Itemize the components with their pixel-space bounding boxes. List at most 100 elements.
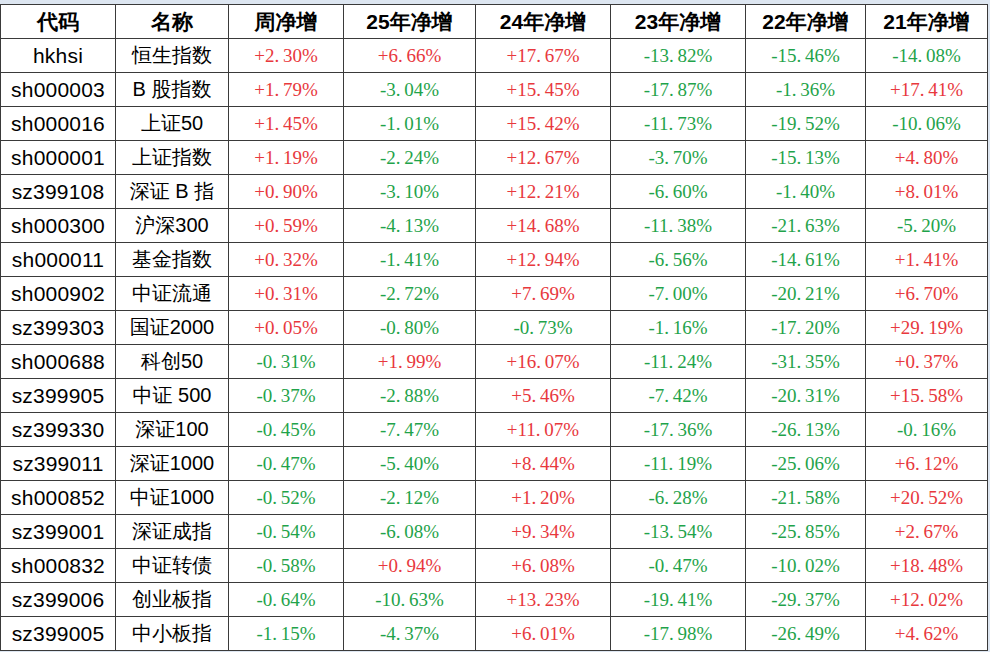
table-row: sz399303国证2000+0. 05%-0. 80%-0. 73%-1. 1… bbox=[1, 311, 988, 345]
column-header-2021-change: 21年净增 bbox=[866, 5, 988, 39]
cell-y22: -26. 49% bbox=[746, 617, 866, 651]
cell-y25: -6. 08% bbox=[344, 515, 476, 549]
cell-y21: +18. 48% bbox=[866, 549, 988, 583]
cell-week: +1. 79% bbox=[229, 73, 344, 107]
column-header-2022-change: 22年净增 bbox=[746, 5, 866, 39]
cell-y21: +2. 67% bbox=[866, 515, 988, 549]
cell-name: 中证流通 bbox=[116, 277, 229, 311]
cell-name: 深证 B 指 bbox=[116, 175, 229, 209]
cell-code: sh000003 bbox=[1, 73, 116, 107]
cell-code: sh000300 bbox=[1, 209, 116, 243]
cell-y23: -6. 28% bbox=[611, 481, 746, 515]
table-row: hkhsi恒生指数+2. 30%+6. 66%+17. 67%-13. 82%-… bbox=[1, 39, 988, 73]
cell-name: 中证转债 bbox=[116, 549, 229, 583]
cell-y21: -5. 20% bbox=[866, 209, 988, 243]
header-row: 代码 名称 周净增 25年净增 24年净增 23年净增 22年净增 21年净增 bbox=[1, 5, 988, 39]
cell-week: +0. 05% bbox=[229, 311, 344, 345]
cell-week: -0. 58% bbox=[229, 549, 344, 583]
spreadsheet-screenshot: 代码 名称 周净增 25年净增 24年净增 23年净增 22年净增 21年净增 … bbox=[0, 0, 990, 652]
cell-y25: -3. 10% bbox=[344, 175, 476, 209]
cell-code: sh000016 bbox=[1, 107, 116, 141]
cell-code: sz399001 bbox=[1, 515, 116, 549]
table-row: sh000011基金指数+0. 32%-1. 41%+12. 94%-6. 56… bbox=[1, 243, 988, 277]
column-header-name: 名称 bbox=[116, 5, 229, 39]
cell-y21: +4. 62% bbox=[866, 617, 988, 651]
cell-code: sh000001 bbox=[1, 141, 116, 175]
cell-y25: -10. 63% bbox=[344, 583, 476, 617]
cell-y22: -21. 58% bbox=[746, 481, 866, 515]
table-row: sh000016上证50+1. 45%-1. 01%+15. 42%-11. 7… bbox=[1, 107, 988, 141]
cell-code: sh000832 bbox=[1, 549, 116, 583]
cell-code: sh000852 bbox=[1, 481, 116, 515]
cell-name: 中证1000 bbox=[116, 481, 229, 515]
cell-y23: -11. 24% bbox=[611, 345, 746, 379]
cell-y22: -1. 40% bbox=[746, 175, 866, 209]
cell-y25: -1. 01% bbox=[344, 107, 476, 141]
column-header-2023-change: 23年净增 bbox=[611, 5, 746, 39]
cell-y21: +6. 70% bbox=[866, 277, 988, 311]
table-row: sh000832中证转债-0. 58%+0. 94%+6. 08%-0. 47%… bbox=[1, 549, 988, 583]
cell-y23: -13. 82% bbox=[611, 39, 746, 73]
cell-name: 深证100 bbox=[116, 413, 229, 447]
cell-y25: -4. 37% bbox=[344, 617, 476, 651]
cell-code: sh000011 bbox=[1, 243, 116, 277]
cell-code: sz399011 bbox=[1, 447, 116, 481]
cell-week: -0. 52% bbox=[229, 481, 344, 515]
cell-y24: +7. 69% bbox=[476, 277, 611, 311]
cell-y24: +15. 42% bbox=[476, 107, 611, 141]
cell-week: +0. 32% bbox=[229, 243, 344, 277]
cell-y25: -4. 13% bbox=[344, 209, 476, 243]
cell-y25: -2. 24% bbox=[344, 141, 476, 175]
cell-week: +2. 30% bbox=[229, 39, 344, 73]
cell-name: 科创50 bbox=[116, 345, 229, 379]
cell-y25: -5. 40% bbox=[344, 447, 476, 481]
table-row: sz399108深证 B 指+0. 90%-3. 10%+12. 21%-6. … bbox=[1, 175, 988, 209]
cell-y21: +15. 58% bbox=[866, 379, 988, 413]
table-row: sz399001深证成指-0. 54%-6. 08%+9. 34%-13. 54… bbox=[1, 515, 988, 549]
cell-week: -0. 37% bbox=[229, 379, 344, 413]
column-header-2024-change: 24年净增 bbox=[476, 5, 611, 39]
cell-code: hkhsi bbox=[1, 39, 116, 73]
column-header-2025-change: 25年净增 bbox=[344, 5, 476, 39]
cell-name: 基金指数 bbox=[116, 243, 229, 277]
cell-y25: -2. 12% bbox=[344, 481, 476, 515]
cell-code: sz399005 bbox=[1, 617, 116, 651]
cell-name: 中小板指 bbox=[116, 617, 229, 651]
cell-y22: -21. 63% bbox=[746, 209, 866, 243]
cell-y24: +12. 21% bbox=[476, 175, 611, 209]
table-row: sz399011深证1000-0. 47%-5. 40%+8. 44%-11. … bbox=[1, 447, 988, 481]
cell-name: 上证指数 bbox=[116, 141, 229, 175]
cell-week: -0. 54% bbox=[229, 515, 344, 549]
cell-y22: -1. 36% bbox=[746, 73, 866, 107]
cell-y24: +12. 94% bbox=[476, 243, 611, 277]
cell-week: -0. 47% bbox=[229, 447, 344, 481]
cell-y24: +17. 67% bbox=[476, 39, 611, 73]
cell-y21: -14. 08% bbox=[866, 39, 988, 73]
cell-y24: +5. 46% bbox=[476, 379, 611, 413]
cell-y24: +9. 34% bbox=[476, 515, 611, 549]
cell-code: sh000902 bbox=[1, 277, 116, 311]
cell-y24: +11. 07% bbox=[476, 413, 611, 447]
cell-y23: -7. 00% bbox=[611, 277, 746, 311]
cell-y21: -10. 06% bbox=[866, 107, 988, 141]
cell-y23: -17. 87% bbox=[611, 73, 746, 107]
cell-week: +1. 19% bbox=[229, 141, 344, 175]
cell-y23: -17. 36% bbox=[611, 413, 746, 447]
cell-y22: -31. 35% bbox=[746, 345, 866, 379]
cell-name: 恒生指数 bbox=[116, 39, 229, 73]
table-row: sh000902中证流通+0. 31%-2. 72%+7. 69%-7. 00%… bbox=[1, 277, 988, 311]
table-row: sz399006创业板指-0. 64%-10. 63%+13. 23%-19. … bbox=[1, 583, 988, 617]
index-returns-table: 代码 名称 周净增 25年净增 24年净增 23年净增 22年净增 21年净增 … bbox=[0, 4, 988, 651]
cell-name: 沪深300 bbox=[116, 209, 229, 243]
cell-y23: -0. 47% bbox=[611, 549, 746, 583]
cell-y25: +0. 94% bbox=[344, 549, 476, 583]
cell-name: 中证 500 bbox=[116, 379, 229, 413]
cell-y23: -19. 41% bbox=[611, 583, 746, 617]
cell-y23: -7. 42% bbox=[611, 379, 746, 413]
cell-week: -0. 64% bbox=[229, 583, 344, 617]
cell-code: sz399330 bbox=[1, 413, 116, 447]
cell-y24: +13. 23% bbox=[476, 583, 611, 617]
cell-y21: +1. 41% bbox=[866, 243, 988, 277]
cell-y21: +0. 37% bbox=[866, 345, 988, 379]
cell-y25: -1. 41% bbox=[344, 243, 476, 277]
